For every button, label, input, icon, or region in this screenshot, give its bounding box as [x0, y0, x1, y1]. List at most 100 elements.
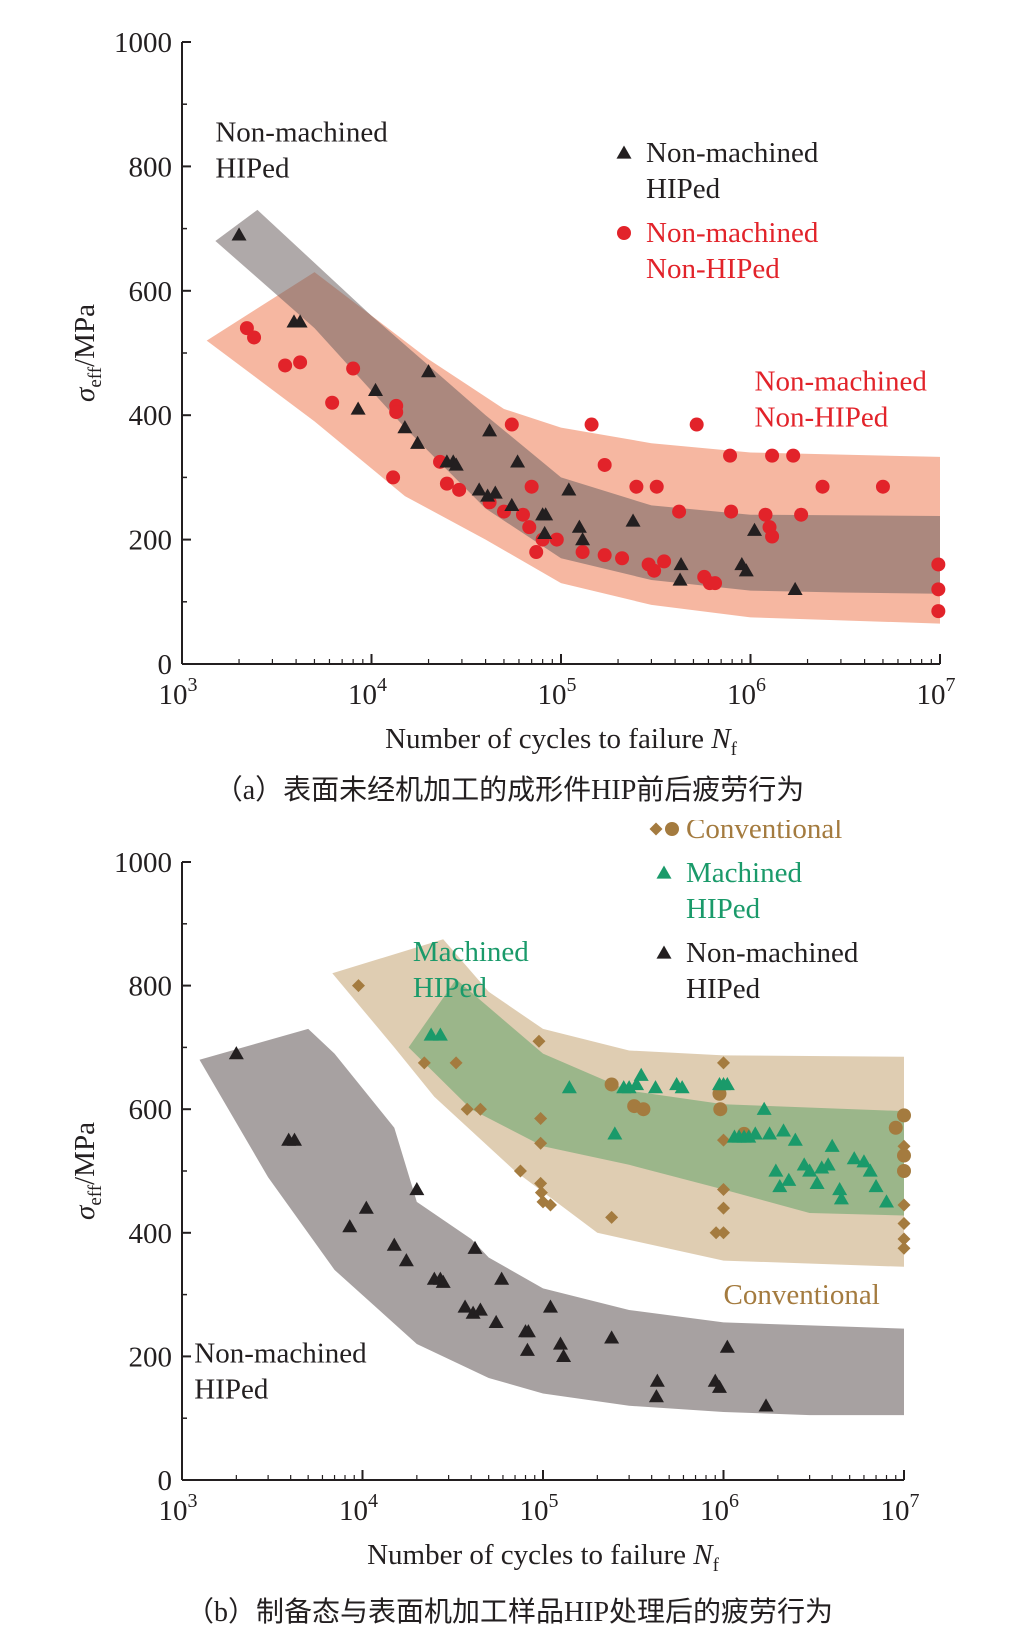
- chart-a-non-machined-non-hiped-circle-point: [524, 479, 539, 494]
- chart-a-x-tick-label: 107: [917, 674, 956, 711]
- chart-b-region-label: HIPed: [413, 972, 488, 1004]
- chart-b-machined-hiped-triangle-point: [832, 1182, 848, 1196]
- chart-a-non-machined-non-hiped-circle-point: [758, 507, 773, 522]
- chart-b-legend-label: HIPed: [686, 893, 761, 925]
- chart-a-non-machined-hiped-triangle-point: [471, 482, 487, 496]
- chart-b-region-label: HIPed: [194, 1374, 269, 1406]
- chart-a-non-machined-hiped-triangle-point: [538, 507, 554, 521]
- chart-b-conventional-diamond-point: [897, 1241, 911, 1255]
- chart-a-non-machined-hiped-triangle-point: [625, 513, 641, 527]
- chart-a-non-machined-non-hiped-circle-point: [597, 548, 612, 563]
- chart-b-non-machined-hiped-triangle-point: [556, 1348, 572, 1363]
- chart-a-non-machined-hiped-triangle-point: [368, 382, 384, 396]
- chart-b-machined-hiped-triangle-point: [787, 1132, 803, 1146]
- chart-a-non-machined-hiped-triangle-point: [738, 563, 754, 577]
- chart-b-conventional-diamond-point: [897, 1198, 911, 1212]
- chart-b-machined-hiped-triangle-point: [629, 1076, 645, 1091]
- chart-b-machined-hiped-triangle-point: [781, 1172, 797, 1186]
- chart-a-legend-label: Non-HIPed: [646, 253, 780, 285]
- chart-a-non-machined-hiped-triangle-point: [571, 519, 587, 533]
- chart-b-conventional-diamond-point: [717, 1183, 730, 1197]
- chart-a-non-machined-non-hiped-circle-point: [389, 405, 404, 420]
- chart-b-conventional-diamond-point: [717, 1133, 730, 1147]
- chart-b-conventional-diamond-point: [532, 1034, 546, 1048]
- chart-b-region-label: Non-machined: [194, 1338, 367, 1370]
- chart-a-non-machined-non-hiped-circle-point: [649, 479, 664, 494]
- chart-b-x-tick-label: 104: [339, 1490, 378, 1527]
- chart-b-band-non-machined-hiped: [199, 1028, 904, 1416]
- chart-b-conventional-circle-point: [897, 1108, 911, 1123]
- chart-a-region-label: HIPed: [215, 153, 290, 185]
- chart-b-conventional-diamond-point: [717, 1226, 730, 1240]
- chart-b-machined-hiped-triangle-point: [862, 1163, 878, 1177]
- chart-a-non-machined-non-hiped-circle-point: [515, 507, 530, 522]
- chart-b-y-tick-label: 400: [129, 1218, 173, 1250]
- chart-b-machined-hiped-triangle-point: [762, 1126, 778, 1140]
- chart-b-non-machined-hiped-triangle-point: [758, 1398, 774, 1412]
- chart-b-y-tick-label: 800: [129, 971, 173, 1003]
- chart-b-non-machined-hiped-triangle-point: [409, 1182, 425, 1196]
- chart-a-non-machined-non-hiped-circle-point: [584, 417, 599, 432]
- chart-a-non-machined-non-hiped-circle-point: [247, 330, 262, 345]
- chart-b-conventional-diamond-point: [543, 1198, 557, 1212]
- chart-a-y-tick-label: 1000: [114, 27, 172, 59]
- chart-a-non-machined-hiped-triangle-point: [350, 401, 366, 415]
- chart-b-non-machined-hiped-triangle-point: [542, 1299, 558, 1313]
- chart-b-conventional-diamond-point: [897, 1232, 911, 1246]
- chart-a-y-tick-label: 600: [129, 276, 173, 308]
- chart-a-non-machined-non-hiped-circle-point: [439, 476, 454, 491]
- chart-b-legend-diamond-marker: [649, 822, 663, 836]
- chart-b-conventional-diamond-point: [417, 1056, 431, 1070]
- chart-b-legend-label: Machined: [686, 857, 802, 889]
- chart-b-non-machined-hiped-triangle-point: [398, 1253, 414, 1267]
- chart-b-non-machined-hiped-triangle-point: [648, 1389, 664, 1403]
- chart-b-x-axis-label: Number of cycles to failure Nf: [367, 1539, 719, 1576]
- chart-b-x-tick-label: 107: [881, 1490, 920, 1527]
- chart-b-legend-label: Conventional: [686, 820, 842, 845]
- chart-panel-a: 0 200 400 600 800 1000 103 104 105 106 107 Number o…: [0, 0, 1019, 820]
- chart-a-legend-label: Non-machined: [646, 137, 819, 169]
- chart-b-non-machined-hiped-triangle-point: [358, 1200, 374, 1214]
- chart-a-non-machined-non-hiped-circle-point: [346, 361, 361, 376]
- chart-b-non-machined-hiped-triangle-point: [488, 1314, 504, 1329]
- chart-a-non-machined-non-hiped-circle-point: [724, 504, 739, 519]
- chart-b-legend-label: Non-machined: [686, 937, 859, 969]
- chart-b-machined-hiped-triangle-point: [772, 1178, 788, 1193]
- chart-b-machined-hiped-triangle-point: [846, 1151, 862, 1165]
- chart-b-conventional-diamond-point: [536, 1195, 550, 1209]
- chart-a-non-machined-non-hiped-circle-point: [708, 576, 723, 591]
- chart-a-x-tick-label: 103: [159, 674, 198, 711]
- chart-a-non-machined-hiped-triangle-point: [673, 556, 689, 571]
- chart-b-conventional-diamond-point: [897, 1217, 911, 1231]
- chart-b-legend-label: HIPed: [686, 973, 761, 1005]
- chart-a-non-machined-hiped-triangle-point: [747, 522, 763, 536]
- chart-a-non-machined-non-hiped-circle-point: [875, 479, 890, 494]
- chart-b-conventional-diamond-point: [717, 1201, 730, 1215]
- chart-b-conventional-diamond-point: [534, 1176, 548, 1190]
- chart-a-non-machined-hiped-triangle-point: [787, 581, 803, 595]
- chart-b-machined-hiped-triangle-point: [820, 1157, 836, 1171]
- chart-a-x-tick-label: 106: [727, 674, 766, 711]
- chart-b-non-machined-hiped-triangle-point: [286, 1132, 302, 1146]
- chart-a-band-non-machined-hiped: [215, 209, 940, 594]
- chart-b-machined-hiped-triangle-point: [719, 1076, 735, 1091]
- chart-b-legend-triangle-marker: [656, 865, 672, 879]
- chart-b-conventional-diamond-point: [534, 1186, 548, 1200]
- chart-a-non-machined-non-hiped-circle-point: [786, 448, 801, 463]
- chart-a-non-machined-hiped-triangle-point: [487, 485, 503, 499]
- chart-b-conventional-diamond-point: [717, 1056, 730, 1070]
- chart-b-conventional-circle-point: [636, 1102, 651, 1117]
- chart-b-conventional-circle-point: [897, 1148, 911, 1163]
- chart-b-conventional-diamond-point: [605, 1210, 619, 1224]
- chart-a-non-machined-non-hiped-circle-point: [325, 395, 340, 410]
- chart-b-conventional-diamond-point: [897, 1139, 911, 1153]
- chart-a-non-machined-non-hiped-circle-point: [575, 545, 590, 560]
- chart-b-legend-triangle-marker: [656, 945, 672, 959]
- chart-a-legend-circle-marker: [617, 226, 631, 240]
- chart-a-non-machined-hiped-triangle-point: [482, 423, 498, 437]
- chart-a-non-machined-non-hiped-circle-point: [931, 557, 946, 572]
- chart-a-non-machined-non-hiped-circle-point: [723, 448, 738, 463]
- chart-b-plot: 0 200 400 600 800 1000 103 104 105 106 107 Number o…: [69, 820, 920, 1576]
- chart-a-non-machined-hiped-triangle-point: [575, 532, 591, 546]
- chart-b-machined-hiped-triangle-point: [674, 1080, 690, 1094]
